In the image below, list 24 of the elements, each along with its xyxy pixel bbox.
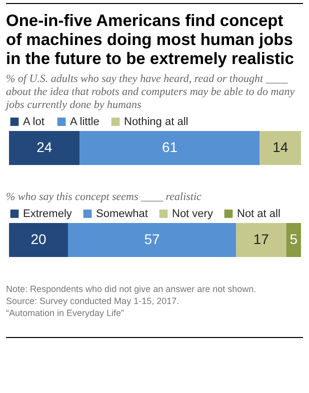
text: “Automation in Everyday Life”	[6, 307, 126, 319]
source-note: Source: Survey conducted May 1-15, 2017.	[6, 295, 180, 307]
legend-label: Extremely	[23, 208, 72, 220]
text: Note: Respondents who did not give an answer are not shown.	[6, 283, 258, 295]
legend-label: Nothing at all	[124, 116, 188, 128]
bar	[68, 223, 236, 257]
legend-label: A little	[70, 116, 100, 128]
chart-subtitle: % of U.S. adults who say they have heard, read or thought ____ about the idea that robots and computers may be able to do many jobs currently done by humans	[6, 73, 296, 112]
data-label: 17	[253, 231, 270, 247]
chart-subtitle: % who say this concept seems ____ realistic	[6, 191, 202, 204]
legend-label: Somewhat	[96, 208, 148, 220]
data-label: 57	[144, 231, 160, 247]
data-label: 20	[30, 231, 46, 247]
legend-label: Not very	[172, 208, 214, 220]
data-label: 24	[36, 139, 52, 155]
bar	[286, 223, 301, 257]
bar	[236, 223, 286, 257]
data-label: 5	[290, 231, 298, 247]
chart-title: One-in-five Americans find concept of machines doing most human jobs in the future to be extremely realistic	[6, 12, 295, 69]
bar	[9, 223, 68, 257]
legend-label: A lot	[23, 116, 44, 128]
data-label: 14	[272, 139, 288, 155]
data-label: 61	[162, 139, 178, 155]
legend-label: Not at all	[237, 208, 280, 220]
